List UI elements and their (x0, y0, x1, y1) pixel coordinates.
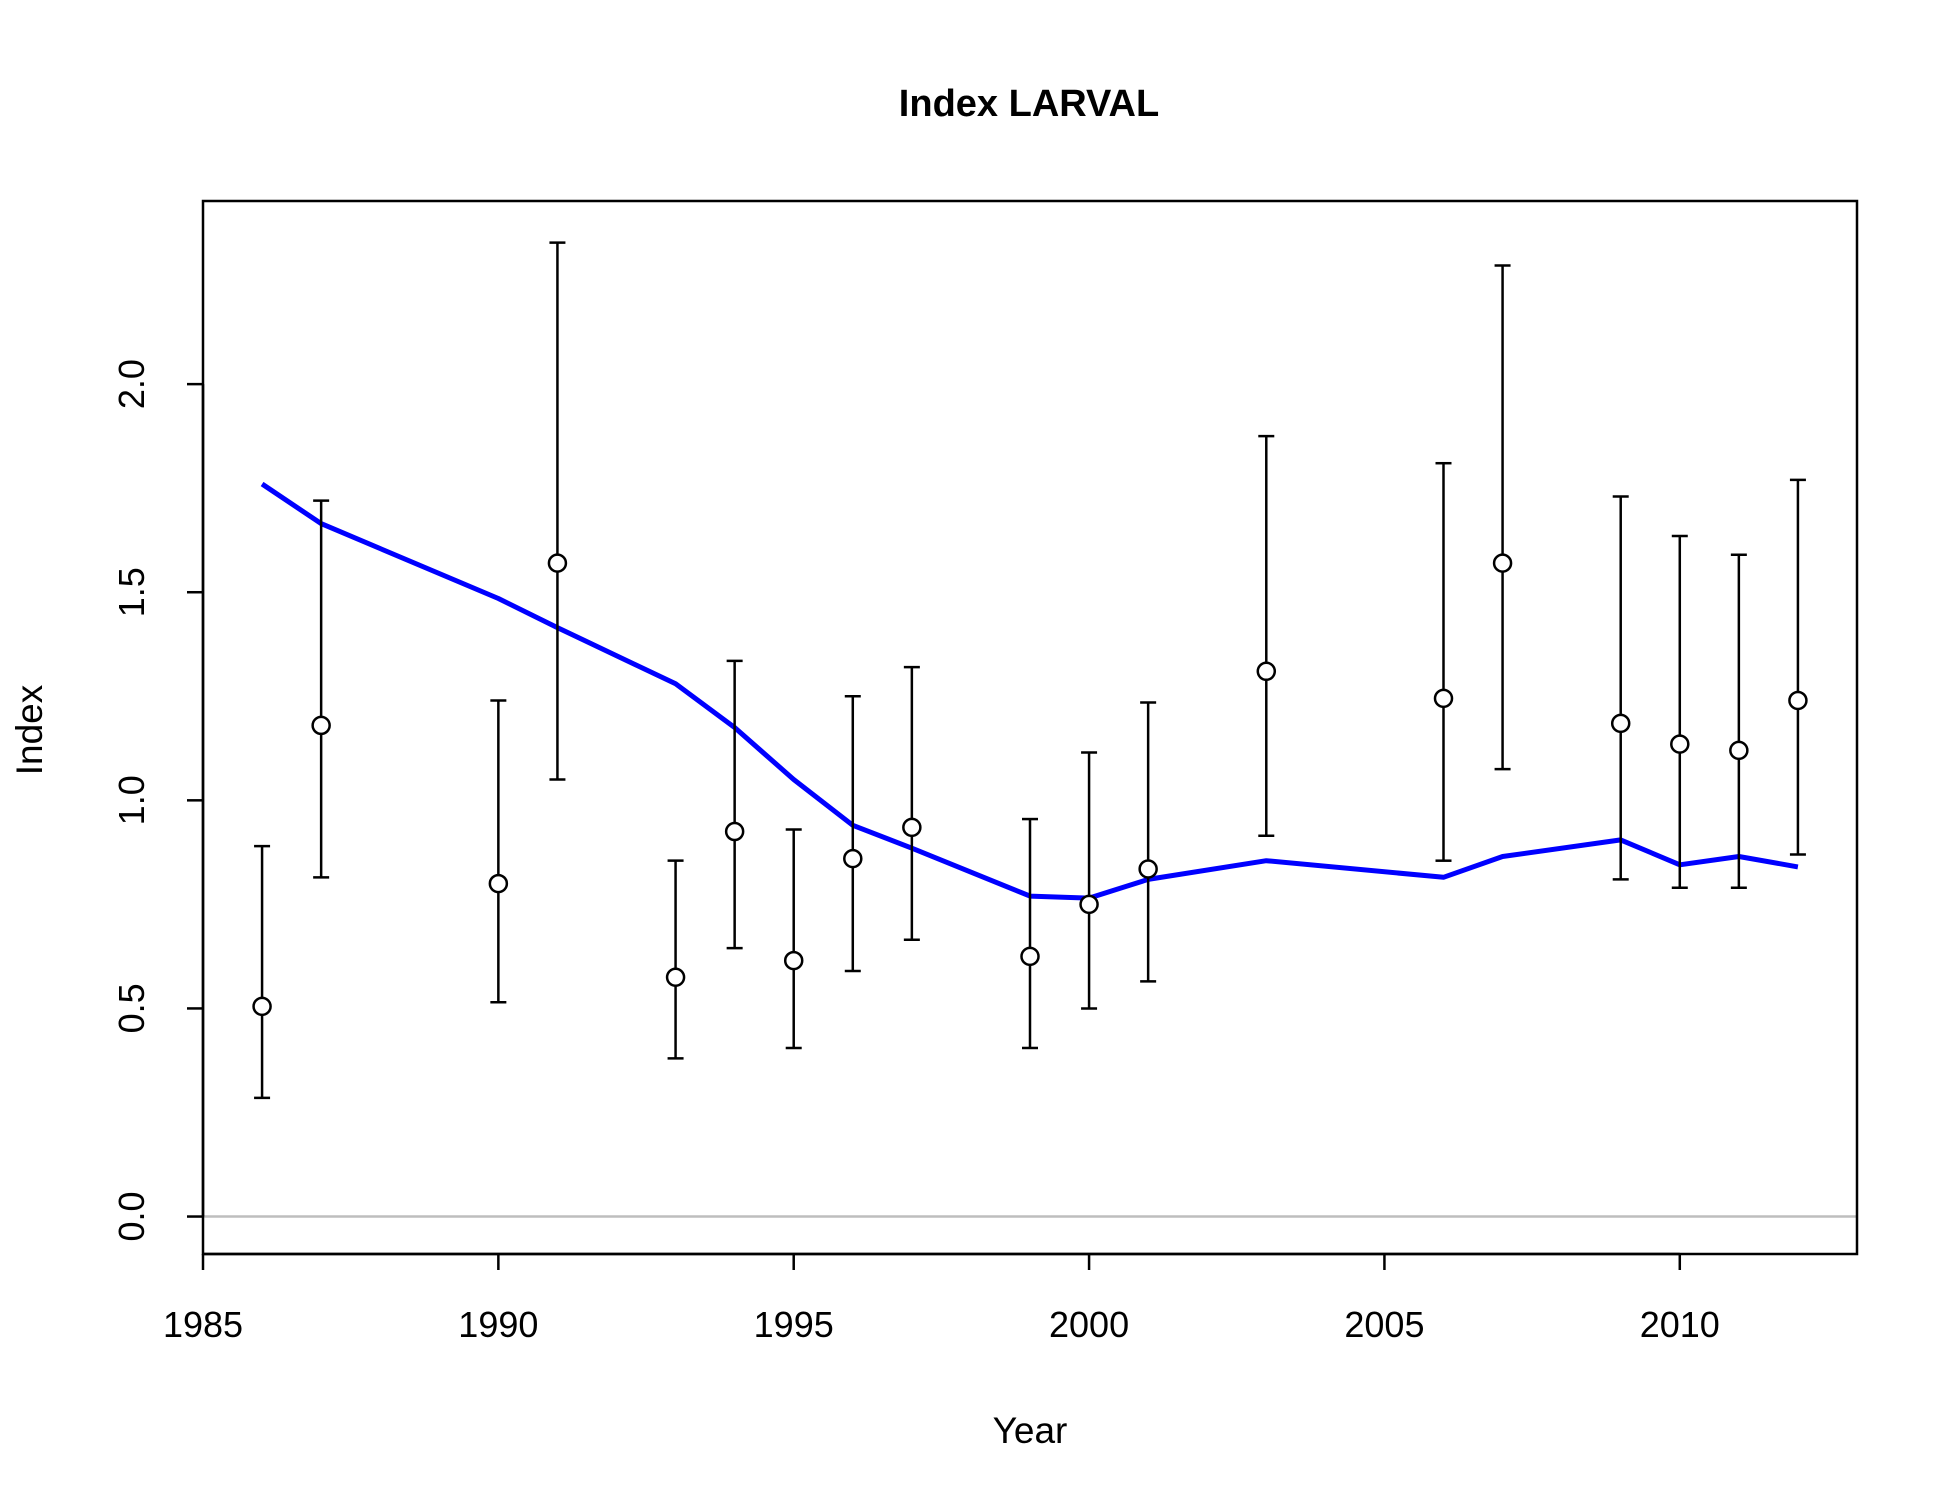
observed-point (724, 821, 745, 842)
y-axis-label: Index (9, 684, 50, 775)
y-tick-label: 0.0 (111, 1191, 152, 1241)
observed-point (1256, 661, 1277, 682)
observed-point (665, 967, 686, 987)
observed-point (311, 715, 331, 736)
observed-point (488, 873, 509, 894)
x-tick-label: 2005 (1344, 1304, 1424, 1345)
observed-point (1138, 859, 1158, 879)
axes-layer: 1985 1990 1995 2000 2005 2010 0.0 0.5 1.0 1.5 2.0 (111, 359, 1720, 1345)
observed-point (252, 996, 272, 1017)
observed-point (1020, 946, 1040, 967)
x-tick-label: 1985 (163, 1304, 243, 1345)
observed-point (1492, 553, 1513, 573)
x-tick-label: 2010 (1640, 1304, 1720, 1345)
observed-point (783, 950, 804, 971)
observed-point (1788, 690, 1808, 711)
observed-point (1729, 740, 1749, 761)
y-tick-label: 0.5 (111, 983, 152, 1033)
x-tick-label: 2000 (1049, 1304, 1129, 1345)
observed-point-layer (252, 553, 1808, 1017)
observed-point (1433, 688, 1454, 709)
observed-point (1079, 894, 1099, 915)
y-tick-label: 2.0 (111, 359, 152, 409)
observed-point (902, 817, 922, 838)
y-tick-label: 1.0 (111, 775, 152, 825)
x-tick-label: 1990 (458, 1304, 538, 1345)
chart-title: Index LARVAL (899, 83, 1159, 125)
y-tick-label: 1.5 (111, 567, 152, 617)
error-bar-layer (254, 241, 1806, 1100)
plot-frame (201, 199, 1859, 1256)
observed-point (1670, 734, 1690, 754)
x-axis-label: Year (993, 1410, 1068, 1451)
observed-point (547, 553, 568, 573)
observed-point (1610, 713, 1631, 734)
observed-point (843, 848, 863, 869)
x-tick-label: 1995 (754, 1304, 834, 1345)
